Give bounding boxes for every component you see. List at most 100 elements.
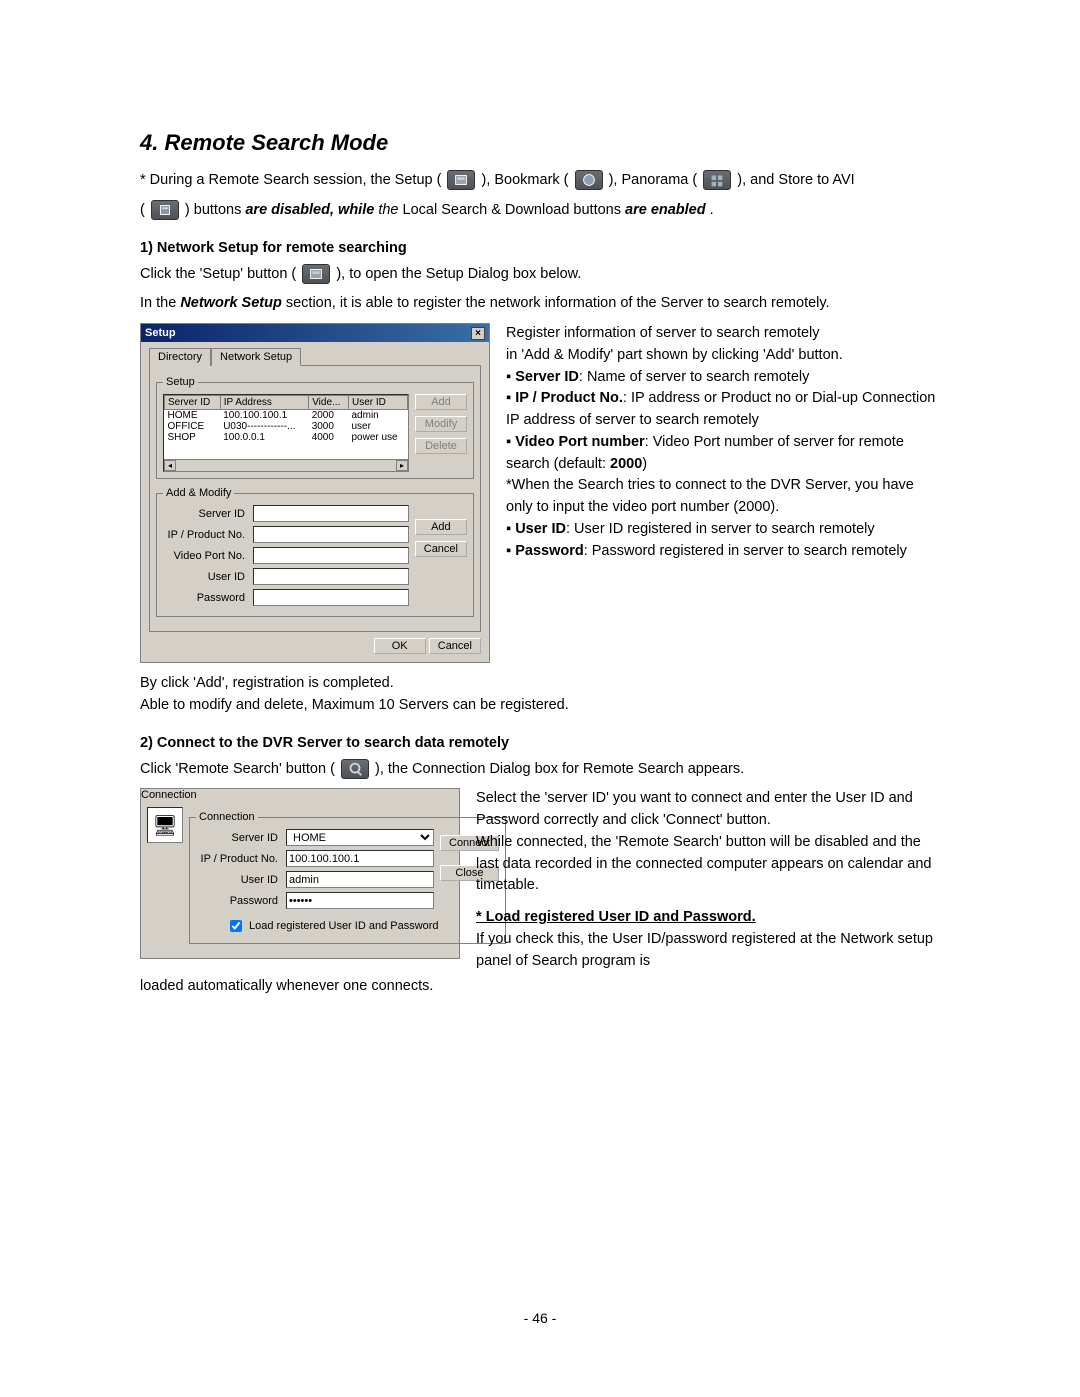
connection-titlebar: Connection <box>141 789 459 801</box>
table-row[interactable]: SHOP100.0.0.14000power use <box>165 432 408 443</box>
text: Password <box>515 543 584 559</box>
text: Register information of server to search… <box>506 323 936 345</box>
page-heading: 4. Remote Search Mode <box>140 130 940 156</box>
section1-p2: In the Network Setup section, it is able… <box>140 293 940 315</box>
section1-p1: Click the 'Setup' button ( ), to open th… <box>140 264 940 286</box>
text: ( <box>140 202 145 218</box>
text: Able to modify and delete, Maximum 10 Se… <box>140 697 569 713</box>
text: ), and Store to AVI <box>737 172 854 188</box>
cell: 2000 <box>309 410 349 422</box>
cell: SHOP <box>165 432 221 443</box>
legend: Setup <box>163 376 198 388</box>
col-user-id[interactable]: User ID <box>348 396 407 410</box>
setup-fieldset: Setup Server ID IP Address Vide... <box>156 376 474 479</box>
password-input[interactable] <box>253 589 409 606</box>
text: By click 'Add', registration is complete… <box>140 675 394 691</box>
connection-icon: 🖥 <box>147 807 183 843</box>
text: : Password registered in server to searc… <box>584 543 907 559</box>
label-pass: Password <box>196 895 286 907</box>
cancel-button[interactable]: Cancel <box>429 638 481 654</box>
scroll-right-icon[interactable]: ▸ <box>396 460 408 471</box>
connection-side-text: Select the 'server ID' you want to conne… <box>476 788 936 972</box>
text: are enabled <box>625 202 706 218</box>
checkbox-label: Load registered User ID and Password <box>249 920 439 932</box>
tab-directory[interactable]: Directory <box>149 348 211 366</box>
col-video[interactable]: Vide... <box>309 396 349 410</box>
user-id-input[interactable] <box>253 568 409 585</box>
h-scrollbar[interactable]: ◂ ▸ <box>164 459 408 471</box>
setup-icon <box>302 264 330 284</box>
avi-icon <box>151 200 179 220</box>
add-modify-fieldset: Add & Modify Server ID IP / Product No. … <box>156 487 474 617</box>
text: Video Port number <box>515 434 644 450</box>
col-ip[interactable]: IP Address <box>220 396 308 410</box>
after-connection-text: loaded automatically whenever one connec… <box>140 976 940 998</box>
text: Click the 'Setup' button ( <box>140 266 296 282</box>
connection-fieldset: Connection Server IDHOME IP / Product No… <box>189 811 506 944</box>
after-setup-text: By click 'Add', registration is complete… <box>140 673 940 717</box>
text: the <box>378 202 398 218</box>
connection-dialog: Connection 🖥 Connection Server IDHOME IP… <box>140 788 460 959</box>
scroll-left-icon[interactable]: ◂ <box>164 460 176 471</box>
table-row[interactable]: OFFICEU030------------...3000user <box>165 421 408 432</box>
text: ), the Connection Dialog box for Remote … <box>375 761 744 777</box>
ok-button[interactable]: OK <box>374 638 426 654</box>
label-server-id: Server ID <box>163 508 253 520</box>
setup-titlebar: Setup × <box>141 324 489 342</box>
ip-input[interactable] <box>286 850 434 867</box>
server-list[interactable]: Server ID IP Address Vide... User ID HOM… <box>163 394 409 472</box>
text: ) <box>642 456 647 472</box>
text: section, it is able to register the netw… <box>286 295 830 311</box>
label-port: Video Port No. <box>163 550 253 562</box>
text: Server ID <box>515 369 579 385</box>
user-id-input[interactable] <box>286 871 434 888</box>
modify-button[interactable]: Modify <box>415 416 467 432</box>
legend: Connection <box>196 811 258 823</box>
port-input[interactable] <box>253 547 409 564</box>
connection-title: Connection <box>141 789 197 801</box>
cell: 100.0.0.1 <box>220 432 308 443</box>
text: in 'Add & Modify' part shown by clicking… <box>506 345 936 367</box>
text: *When the Search tries to connect to the… <box>506 475 936 519</box>
intro-line-2: ( ) buttons are disabled, while the Loca… <box>140 200 940 222</box>
text: 2000 <box>610 456 642 472</box>
table-row[interactable]: HOME100.100.100.12000admin <box>165 410 408 422</box>
section1-title: 1) Network Setup for remote searching <box>140 240 940 256</box>
col-server-id[interactable]: Server ID <box>165 396 221 410</box>
ip-input[interactable] <box>253 526 409 543</box>
text: ), Bookmark ( <box>482 172 569 188</box>
text: : User ID registered in server to search… <box>566 521 875 537</box>
text: : Name of server to search remotely <box>579 369 809 385</box>
setup-title: Setup <box>145 327 176 339</box>
label-user: User ID <box>196 874 286 886</box>
cell: HOME <box>165 410 221 422</box>
tab-network-setup[interactable]: Network Setup <box>211 348 301 366</box>
remote-search-icon <box>341 759 369 779</box>
cell: 4000 <box>309 432 349 443</box>
server-id-select[interactable]: HOME <box>286 829 434 846</box>
cancel-button[interactable]: Cancel <box>415 541 467 557</box>
setup-icon <box>447 170 475 190</box>
text: IP / Product No. <box>515 390 623 406</box>
setup-side-text: Register information of server to search… <box>506 323 936 562</box>
add-button[interactable]: Add <box>415 394 467 410</box>
cell: U030------------... <box>220 421 308 432</box>
add-button[interactable]: Add <box>415 519 467 535</box>
text: ) buttons <box>185 202 245 218</box>
text: While connected, the 'Remote Search' but… <box>476 832 936 897</box>
text: Local Search & Download buttons <box>403 202 625 218</box>
load-registered-checkbox[interactable] <box>230 920 242 932</box>
text: are disabled, while <box>245 202 374 218</box>
text: Select the 'server ID' you want to conne… <box>476 788 936 832</box>
server-id-input[interactable] <box>253 505 409 522</box>
password-input[interactable] <box>286 892 434 909</box>
cell: OFFICE <box>165 421 221 432</box>
label-ip: IP / Product No. <box>196 853 286 865</box>
delete-button[interactable]: Delete <box>415 438 467 454</box>
cell: 3000 <box>309 421 349 432</box>
text: Network Setup <box>180 295 282 311</box>
close-icon[interactable]: × <box>471 327 485 340</box>
text: In the <box>140 295 180 311</box>
section2-p1: Click 'Remote Search' button ( ), the Co… <box>140 759 940 781</box>
text: Click 'Remote Search' button ( <box>140 761 335 777</box>
